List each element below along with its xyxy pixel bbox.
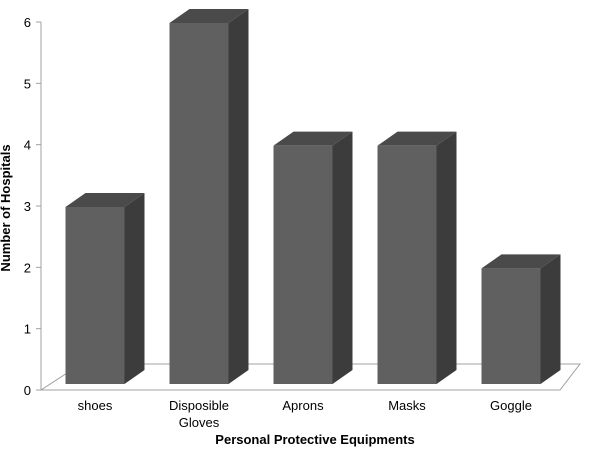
bars <box>65 9 561 384</box>
bar <box>377 131 457 384</box>
y-tick-label: 0 <box>24 383 31 398</box>
y-tick-label: 5 <box>24 76 31 91</box>
bar-top-face <box>377 131 457 146</box>
bar <box>481 254 561 384</box>
bar-front-face <box>65 207 125 384</box>
y-axis-title: Number of Hospitals <box>0 144 13 271</box>
bar-top-face <box>481 254 561 269</box>
bar-side-face <box>124 193 145 384</box>
bar <box>169 9 249 384</box>
bar-side-face <box>332 131 353 384</box>
x-tick-label: Disposible <box>169 398 229 413</box>
x-tick-labels: shoes Disposible Gloves Aprons Masks Goggle <box>78 398 532 430</box>
x-tick-label: shoes <box>78 398 113 413</box>
x-tick-label: Gloves <box>179 415 220 430</box>
bar-front-face <box>481 268 541 384</box>
bar-side-face <box>228 9 249 384</box>
y-tick-label: 2 <box>24 260 31 275</box>
bar-front-face <box>273 145 333 384</box>
y-tick-label: 3 <box>24 199 31 214</box>
bar <box>65 193 145 384</box>
x-tick-label: Masks <box>388 398 426 413</box>
x-tick-label: Goggle <box>490 398 532 413</box>
bar-top-face <box>169 9 249 23</box>
y-tick-labels: 0 1 2 3 4 5 6 <box>24 15 31 398</box>
bar-front-face <box>169 23 229 384</box>
bar-side-face <box>436 131 457 384</box>
bar-front-face <box>377 145 437 384</box>
bar-top-face <box>273 131 353 146</box>
bar <box>273 131 353 384</box>
y-tick-label: 6 <box>24 15 31 30</box>
x-tick-label: Aprons <box>282 398 324 413</box>
bar-top-face <box>65 193 145 207</box>
y-tick-label: 1 <box>24 322 31 337</box>
bar-side-face <box>540 254 561 384</box>
x-axis-title: Personal Protective Equipments <box>215 432 414 447</box>
y-tick-label: 4 <box>24 138 31 153</box>
